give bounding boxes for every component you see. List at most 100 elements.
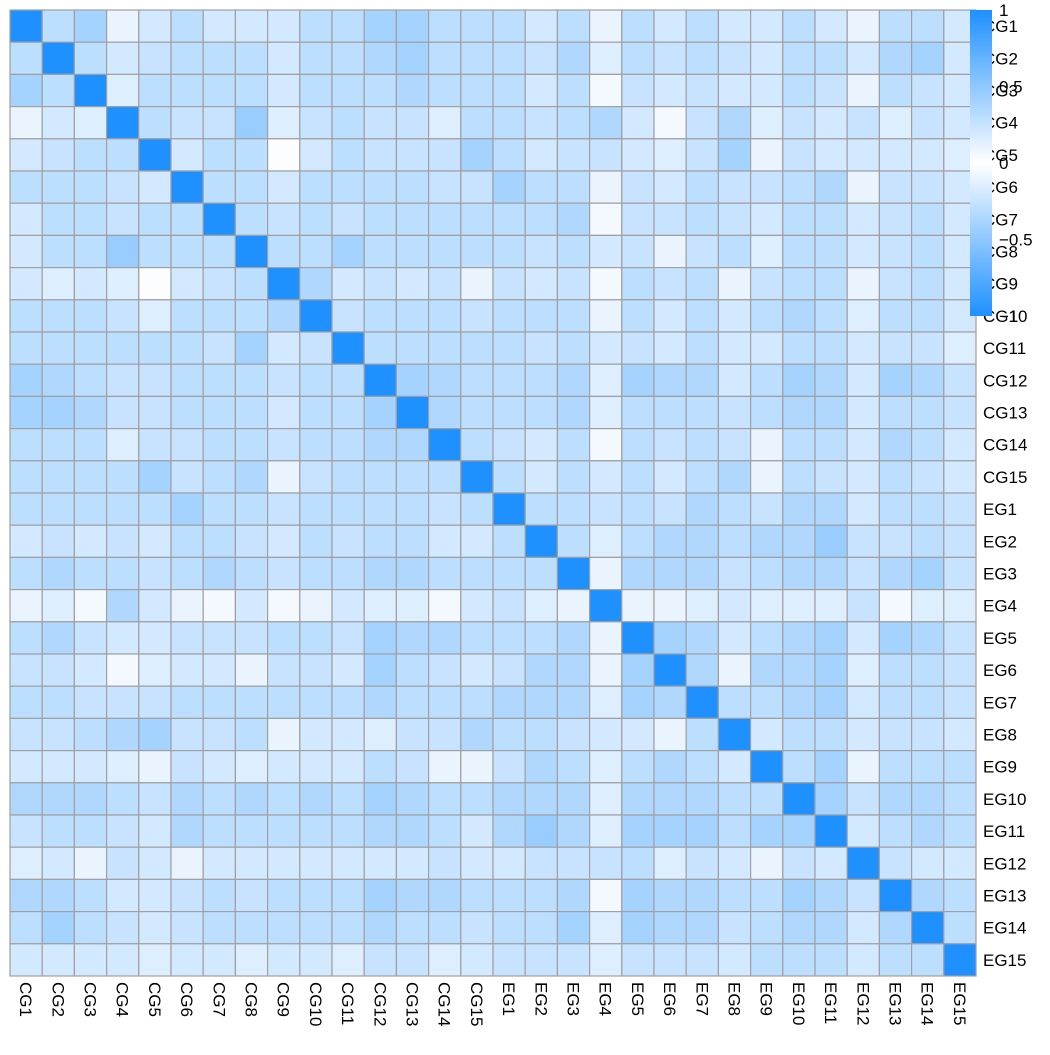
heatmap-cell-CG15-CG6	[170, 460, 204, 494]
heatmap-cell-CG15-CG15	[460, 460, 494, 494]
heatmap-cell-CG12-CG9	[267, 363, 301, 398]
heatmap-cell-EG6-CG8	[234, 653, 269, 687]
heatmap-cell-EG4-CG1	[9, 588, 43, 623]
heatmap-cell-CG14-CG14	[428, 428, 462, 462]
heatmap-cell-CG10-CG11	[331, 299, 365, 333]
heatmap-cell-EG9-CG12	[363, 749, 398, 784]
row-label-CG15: CG15	[983, 468, 1027, 487]
heatmap-cell-CG7-CG8	[234, 202, 269, 236]
heatmap-cell-CG11-CG13	[395, 331, 430, 365]
heatmap-cell-CG8-CG13	[395, 234, 430, 269]
heatmap-cell-CG2-EG6	[653, 41, 687, 76]
heatmap-cell-CG7-EG5	[621, 202, 655, 236]
heatmap-cell-EG6-CG9	[267, 653, 301, 687]
heatmap-cell-EG6-EG3	[556, 653, 591, 687]
heatmap-cell-CG15-EG11	[814, 460, 848, 494]
heatmap-cell-CG1-CG8	[234, 9, 269, 43]
heatmap-cell-CG2-CG4	[105, 41, 140, 76]
heatmap-cell-EG9-EG3	[556, 749, 591, 784]
heatmap-cell-EG10-EG12	[846, 782, 881, 816]
heatmap-cell-CG14-CG10	[299, 428, 333, 462]
heatmap-cell-EG5-CG1	[9, 621, 43, 655]
heatmap-cell-CG7-CG7	[202, 202, 236, 236]
heatmap-cell-EG13-EG13	[878, 878, 913, 913]
heatmap-cell-CG6-EG2	[524, 170, 559, 204]
heatmap-cell-EG12-CG4	[105, 846, 140, 881]
heatmap-cell-EG4-EG2	[524, 588, 559, 623]
heatmap-cell-EG2-EG3	[556, 524, 591, 559]
heatmap-cell-EG2-EG7	[685, 524, 720, 559]
heatmap-cell-EG4-CG2	[41, 588, 76, 623]
heatmap-cell-EG5-CG2	[41, 621, 76, 655]
heatmap-cell-CG11-EG8	[717, 331, 752, 365]
heatmap-cell-EG5-EG2	[524, 621, 559, 655]
heatmap-cell-CG4-EG6	[653, 105, 687, 140]
heatmap-cell-EG14-EG9	[749, 910, 784, 945]
heatmap-cell-EG1-CG4	[105, 492, 140, 526]
heatmap-cell-EG15-EG7	[685, 943, 720, 977]
heatmap-cell-EG11-CG10	[299, 814, 333, 848]
heatmap-cell-CG14-EG13	[878, 428, 913, 462]
heatmap-cell-EG13-EG8	[717, 878, 752, 913]
heatmap-cell-CG12-CG2	[41, 363, 76, 398]
heatmap-cell-EG8-CG6	[170, 717, 204, 752]
heatmap-cell-EG14-EG7	[685, 910, 720, 945]
heatmap-cell-EG7-CG11	[331, 685, 365, 720]
heatmap-cell-EG11-EG3	[556, 814, 591, 848]
heatmap-cell-EG2-CG14	[428, 524, 462, 559]
heatmap-cell-CG2-CG7	[202, 41, 236, 76]
heatmap-cell-EG6-EG14	[910, 653, 945, 687]
heatmap-cell-EG10-CG4	[105, 782, 140, 816]
heatmap-cell-EG5-CG5	[138, 621, 172, 655]
heatmap-cell-EG3-CG1	[9, 556, 43, 591]
heatmap-cell-EG5-CG6	[170, 621, 204, 655]
heatmap-cell-EG3-EG14	[910, 556, 945, 591]
heatmap-cell-EG8-CG2	[41, 717, 76, 752]
heatmap-cell-CG1-CG15	[460, 9, 494, 43]
heatmap-cell-EG13-CG6	[170, 878, 204, 913]
heatmap-cell-CG3-CG7	[202, 73, 236, 108]
heatmap-cell-CG2-EG13	[878, 41, 913, 76]
heatmap-cell-CG12-EG13	[878, 363, 913, 398]
heatmap-cell-EG1-EG11	[814, 492, 848, 526]
heatmap-cell-CG12-CG10	[299, 363, 333, 398]
heatmap-cell-EG14-CG8	[234, 910, 269, 945]
heatmap-cell-EG15-EG10	[782, 943, 816, 977]
heatmap-cell-EG1-CG11	[331, 492, 365, 526]
heatmap-cell-CG8-CG12	[363, 234, 398, 269]
heatmap-cell-CG13-EG5	[621, 395, 655, 430]
heatmap-cell-CG15-EG12	[846, 460, 881, 494]
heatmap-cell-EG14-EG5	[621, 910, 655, 945]
heatmap-cell-CG11-CG4	[105, 331, 140, 365]
heatmap-cell-EG10-CG8	[234, 782, 269, 816]
heatmap-cell-EG11-CG9	[267, 814, 301, 848]
heatmap-cell-EG3-CG12	[363, 556, 398, 591]
heatmap-cell-CG7-CG9	[267, 202, 301, 236]
row-label-EG10: EG10	[983, 790, 1026, 809]
heatmap-cell-EG15-EG3	[556, 943, 591, 977]
heatmap-cell-EG14-CG5	[138, 910, 172, 945]
heatmap-cell-EG8-CG3	[73, 717, 108, 752]
column-label-CG6: CG6	[177, 982, 196, 1017]
heatmap-cell-EG1-CG14	[428, 492, 462, 526]
heatmap-cell-EG7-EG14	[910, 685, 945, 720]
heatmap-cell-EG8-CG10	[299, 717, 333, 752]
heatmap-cell-EG1-EG15	[943, 492, 977, 526]
heatmap-cell-EG5-CG10	[299, 621, 333, 655]
heatmap-cell-CG6-CG4	[105, 170, 140, 204]
heatmap-cell-CG15-CG3	[73, 460, 108, 494]
heatmap-cell-CG13-EG8	[717, 395, 752, 430]
heatmap-cell-EG4-EG14	[910, 588, 945, 623]
heatmap-cell-EG12-EG9	[749, 846, 784, 881]
column-label-CG15: CG15	[467, 982, 486, 1026]
heatmap-cell-EG9-EG1	[492, 749, 526, 784]
heatmap-cell-EG4-EG8	[717, 588, 752, 623]
heatmap-cell-EG4-CG4	[105, 588, 140, 623]
heatmap-cell-EG15-CG7	[202, 943, 236, 977]
heatmap-cell-EG14-EG6	[653, 910, 687, 945]
heatmap-cell-CG4-CG15	[460, 105, 494, 140]
heatmap-cell-EG2-EG14	[910, 524, 945, 559]
heatmap-cell-CG5-CG13	[395, 138, 430, 172]
heatmap-cell-CG10-EG3	[556, 299, 591, 333]
heatmap-cell-EG3-EG11	[814, 556, 848, 591]
